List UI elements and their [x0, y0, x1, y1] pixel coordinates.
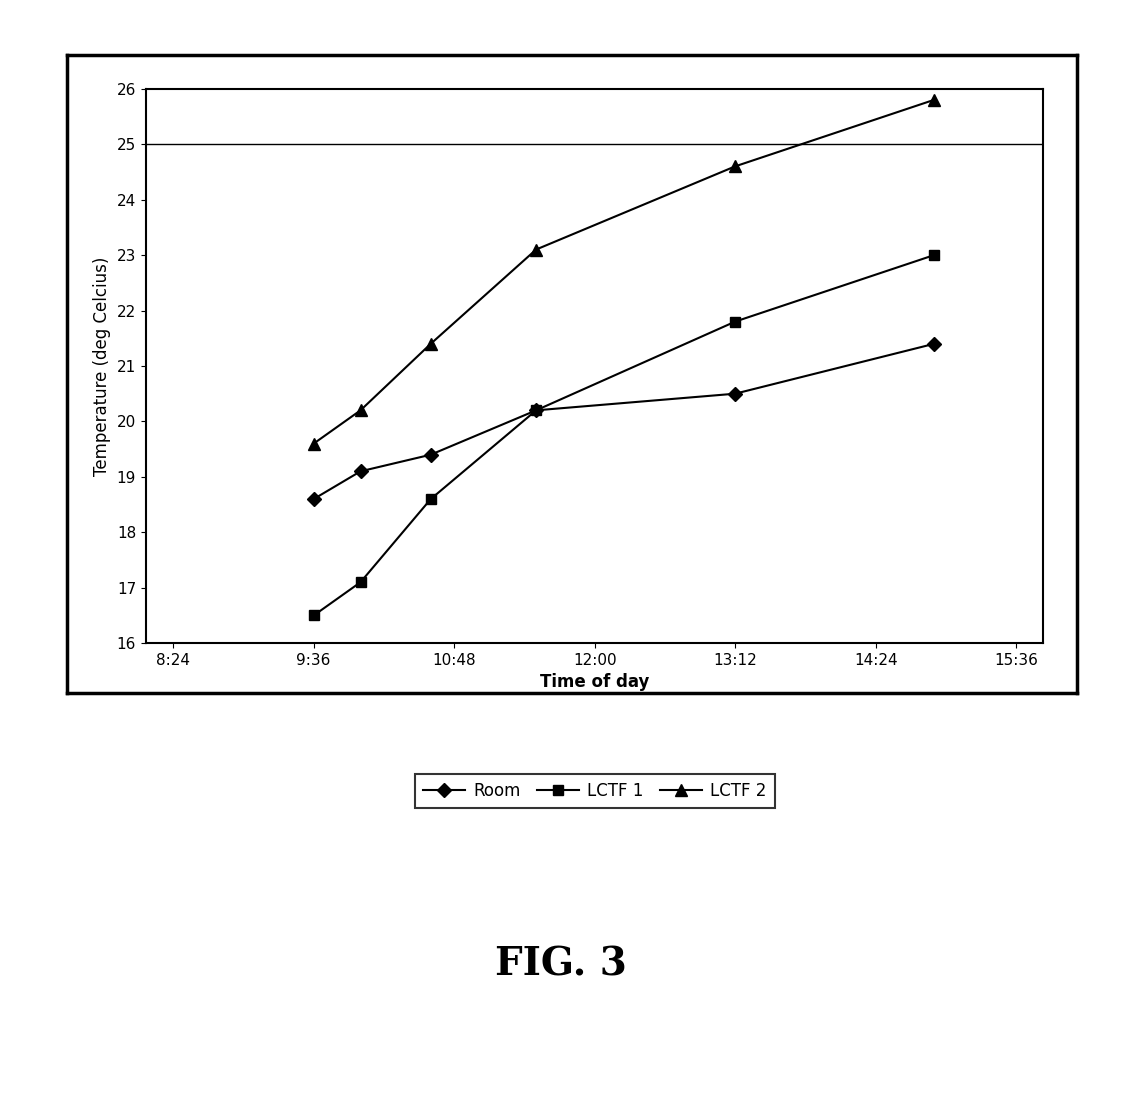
Line: LCTF 2: LCTF 2 — [309, 94, 940, 449]
LCTF 2 — [928, 93, 941, 106]
Room — [728, 387, 742, 400]
Legend: Room, LCTF 1, LCTF 2: Room, LCTF 1, LCTF 2 — [415, 774, 774, 808]
LCTF 1 — [307, 609, 321, 622]
LCTF 2 — [353, 404, 367, 417]
X-axis label: Time of day: Time of day — [540, 673, 650, 692]
Room — [530, 404, 543, 417]
Room — [928, 337, 941, 350]
LCTF 1 — [530, 404, 543, 417]
Y-axis label: Temperature (deg Celcius): Temperature (deg Celcius) — [93, 256, 111, 476]
LCTF 2 — [728, 160, 742, 173]
Room — [307, 492, 321, 506]
LCTF 1 — [424, 492, 438, 506]
Line: Room: Room — [309, 339, 939, 503]
LCTF 2 — [530, 243, 543, 256]
LCTF 2 — [424, 337, 438, 350]
LCTF 1 — [928, 248, 941, 262]
Line: LCTF 1: LCTF 1 — [309, 251, 939, 620]
Text: FIG. 3: FIG. 3 — [495, 946, 627, 984]
Room — [424, 448, 438, 461]
Room — [353, 465, 367, 478]
LCTF 1 — [353, 576, 367, 589]
LCTF 1 — [728, 315, 742, 328]
LCTF 2 — [307, 437, 321, 450]
